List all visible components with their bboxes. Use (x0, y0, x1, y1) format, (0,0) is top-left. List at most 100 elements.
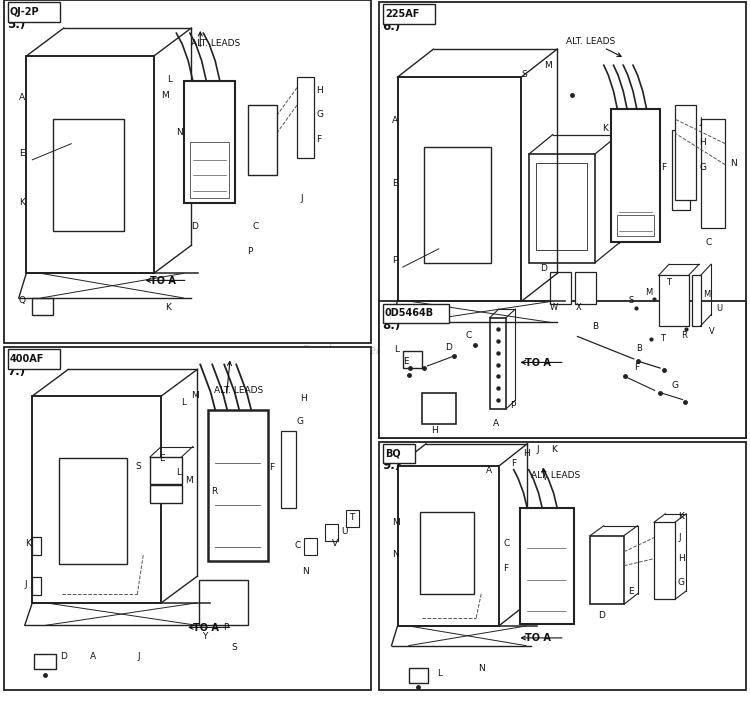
Text: G: G (296, 416, 303, 426)
Bar (32, 537, 41, 554)
Text: P: P (247, 247, 252, 256)
Text: A: A (493, 419, 499, 428)
Bar (654, 522, 675, 599)
Text: V: V (709, 327, 715, 336)
Text: M: M (544, 61, 551, 70)
Bar (379, 442, 746, 690)
Bar (658, 275, 688, 326)
Bar (34, 654, 56, 669)
Text: L: L (176, 468, 182, 477)
Text: J: J (536, 444, 539, 454)
Text: H: H (300, 394, 307, 403)
Text: 9.): 9.) (382, 459, 400, 472)
Text: M: M (191, 390, 199, 400)
Text: C: C (465, 331, 471, 340)
Text: Y: Y (202, 632, 207, 641)
Bar (692, 275, 700, 326)
Text: F: F (511, 458, 516, 468)
Text: D: D (445, 343, 452, 352)
Bar (58, 458, 128, 564)
Bar (420, 512, 474, 594)
Text: Q: Q (19, 296, 26, 305)
Bar (150, 485, 182, 503)
Text: eReplacementParts.com: eReplacementParts.com (294, 344, 456, 357)
Bar (382, 4, 435, 24)
Bar (8, 2, 60, 22)
Text: M: M (185, 476, 193, 485)
Text: G: G (678, 578, 685, 587)
Bar (346, 510, 359, 527)
Text: U: U (716, 304, 722, 313)
Text: C: C (252, 222, 258, 231)
Text: 400AF: 400AF (10, 354, 44, 364)
Text: E: E (159, 454, 165, 463)
Text: H: H (678, 554, 685, 563)
Text: M: M (704, 290, 711, 299)
Text: X: X (576, 303, 582, 312)
Text: H: H (431, 426, 438, 435)
Bar (208, 410, 268, 561)
Bar (304, 538, 317, 555)
Text: K: K (602, 124, 608, 133)
Text: N: N (730, 159, 736, 168)
Text: A: A (19, 93, 25, 102)
Text: A: A (392, 116, 398, 125)
Text: F: F (316, 135, 322, 144)
Bar (32, 578, 41, 595)
Bar (248, 105, 277, 175)
Text: F: F (661, 163, 666, 172)
Bar (611, 109, 660, 242)
Bar (32, 396, 161, 603)
Text: E: E (404, 357, 409, 366)
Text: B: B (636, 343, 642, 353)
Bar (422, 393, 456, 424)
Bar (184, 81, 235, 203)
Bar (520, 508, 574, 624)
Text: P: P (392, 256, 398, 265)
Text: D: D (540, 264, 547, 273)
Text: E: E (628, 587, 634, 596)
Text: S: S (232, 643, 238, 652)
Text: 225AF: 225AF (385, 9, 419, 19)
Text: H: H (699, 138, 706, 147)
Bar (8, 349, 60, 369)
Text: C: C (503, 539, 509, 548)
Text: U: U (341, 527, 348, 536)
Text: ALT. LEADS: ALT. LEADS (566, 36, 616, 46)
Text: K: K (551, 444, 557, 454)
Bar (53, 119, 124, 231)
Text: K: K (165, 303, 171, 312)
Text: S: S (628, 296, 634, 305)
Text: E: E (392, 179, 398, 188)
Text: BQ: BQ (385, 449, 400, 458)
Text: G: G (671, 381, 678, 390)
Bar (382, 304, 448, 323)
Text: N: N (478, 664, 484, 673)
Text: S: S (521, 70, 527, 79)
Text: K: K (678, 512, 684, 521)
Bar (398, 466, 499, 626)
Bar (4, 0, 371, 343)
Text: M: M (392, 518, 400, 527)
Bar (617, 215, 654, 236)
Text: P: P (223, 623, 228, 632)
Text: TO A: TO A (525, 358, 550, 368)
Bar (672, 130, 690, 210)
Text: E: E (19, 149, 24, 158)
Bar (26, 56, 154, 273)
Bar (529, 154, 595, 263)
Text: K: K (25, 539, 31, 548)
Bar (382, 444, 415, 463)
Bar (379, 301, 746, 438)
Bar (490, 318, 506, 409)
Text: 8.): 8.) (382, 319, 400, 332)
Text: N: N (392, 550, 399, 559)
Bar (424, 147, 491, 263)
Bar (536, 163, 587, 250)
Bar (190, 142, 229, 198)
Text: F: F (634, 362, 639, 372)
Text: V: V (332, 539, 338, 548)
Text: G: G (316, 110, 323, 119)
Text: T: T (660, 334, 665, 343)
Bar (199, 580, 248, 625)
